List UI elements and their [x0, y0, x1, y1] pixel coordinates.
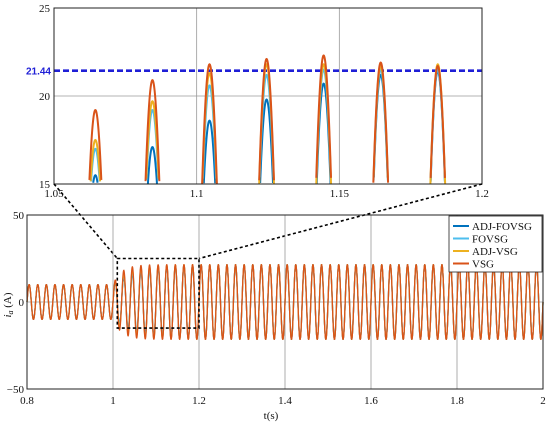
zoom-peak-adj-fovsg [202, 119, 217, 184]
zoom-connector-lines [53, 183, 483, 260]
y-axis-label-subscript: a [6, 310, 15, 314]
main-panel: 0.8 1 1.2 1.4 1.6 1.8 2 −50 0 50 t(s) ia (A) ADJ-… [2, 210, 546, 422]
zoom-peak-adj-fovsg [259, 98, 274, 184]
main-tick-labels: 0.8 1 1.2 1.4 1.6 1.8 2 −50 0 50 [7, 210, 546, 407]
zoom-peak-vsg [144, 79, 161, 182]
main-plot-frame [26, 214, 544, 390]
zoom-plot-frame [53, 7, 483, 185]
legend-label-adj-fovsg: ADJ-FOVSG [472, 221, 532, 233]
zoom-peak-vsg [315, 54, 333, 178]
zoom-x-tick-label: 1.15 [330, 188, 350, 200]
zoom-x-tick-label: 1.2 [475, 188, 489, 200]
zoom-peak-adj-vsg [89, 138, 102, 182]
zoom-peak-vsg [429, 64, 446, 178]
zoom-tick-labels: 1.05 1.1 1.15 1.2 15 20 25 [39, 3, 489, 200]
zoom-peak-adj-fovsg [92, 174, 99, 183]
zoom-peak-vsg [258, 57, 275, 181]
y-axis-label: ia (A) [2, 292, 15, 317]
zoom-peak-vsg [201, 63, 218, 184]
zoom-peak-adj-fovsg [146, 145, 158, 184]
zoom-panel: 1.05 1.1 1.15 1.2 15 20 25 21.44 [26, 3, 489, 200]
main-x-tick-label: 1.4 [278, 395, 292, 407]
legend-label-vsg: VSG [472, 259, 494, 271]
zoom-x-tick-label: 1.05 [44, 188, 64, 200]
zoom-peak-vsg [372, 61, 390, 183]
zoom-series-vsg [88, 54, 446, 184]
main-series-vsg [26, 264, 544, 340]
connector-line-right [198, 183, 483, 260]
zoom-grid [53, 7, 483, 185]
y-axis-label-symbol: i [2, 314, 14, 317]
main-x-tick-label: 2 [540, 395, 546, 407]
main-x-tick-label: 1.8 [450, 395, 464, 407]
main-y-tick-label: 0 [19, 297, 25, 309]
legend-label-fovsg: FOVSG [472, 234, 508, 246]
zoom-y-tick-label: 20 [39, 91, 51, 103]
main-x-tick-label: 0.8 [20, 395, 34, 407]
zoom-y-tick-label: 25 [39, 3, 51, 15]
zoom-peak-vsg [88, 108, 103, 180]
main-x-tick-label: 1 [110, 395, 116, 407]
main-x-tick-label: 1.2 [192, 395, 206, 407]
main-x-tick-label: 1.6 [364, 395, 378, 407]
x-axis-label: t(s) [264, 410, 279, 422]
reference-value-label: 21.44 [26, 67, 51, 78]
main-y-tick-label: 50 [13, 210, 25, 222]
zoom-series-fovsg [90, 68, 446, 182]
zoom-x-tick-label: 1.1 [190, 188, 204, 200]
zoom-region-box [116, 257, 200, 329]
y-axis-label-unit: (A) [2, 292, 14, 310]
zoom-y-tick-label: 15 [39, 179, 51, 191]
main-series-group [26, 264, 544, 340]
svg-text:ia (A): ia (A) [2, 292, 15, 317]
legend-label-adj-vsg: ADJ-VSG [472, 246, 518, 258]
main-y-tick-label: −50 [7, 384, 25, 396]
zoom-series-group [88, 54, 447, 184]
